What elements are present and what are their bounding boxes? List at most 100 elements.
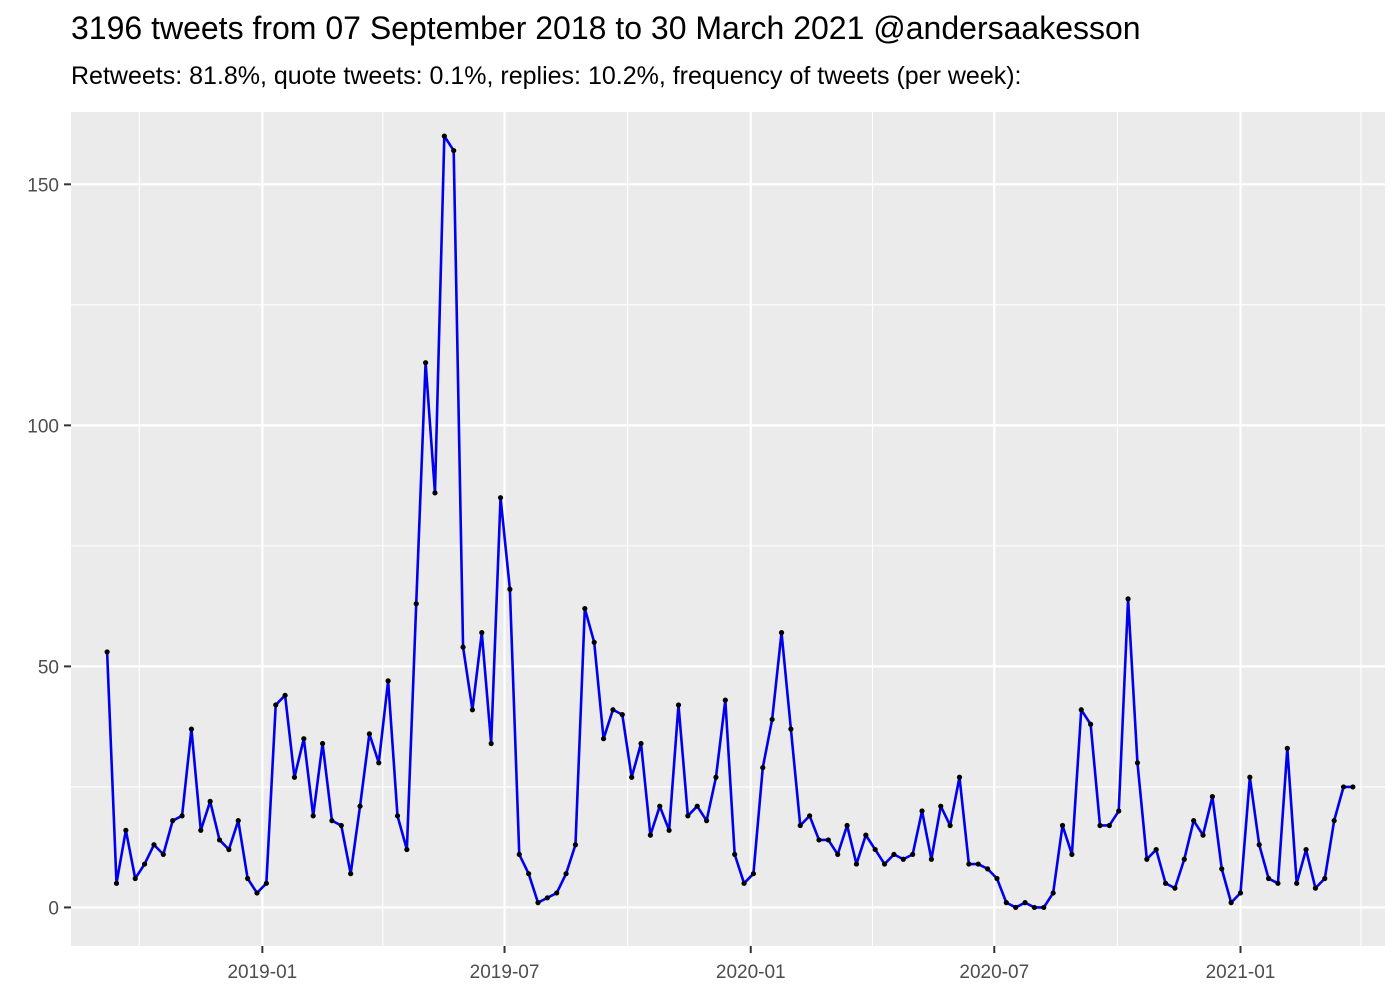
data-point: [385, 678, 391, 684]
data-point: [1265, 875, 1272, 882]
data-point: [1059, 822, 1066, 829]
data-point: [357, 803, 363, 809]
data-point: [741, 880, 747, 886]
data-point: [497, 495, 504, 501]
data-point: [1340, 784, 1347, 790]
data-point: [666, 827, 672, 833]
data-point: [413, 601, 419, 607]
y-tick-label: 0: [48, 898, 59, 919]
data-point: [1237, 890, 1244, 896]
data-point: [1228, 900, 1234, 906]
data-point: [329, 818, 335, 824]
data-point: [835, 851, 841, 858]
data-point: [900, 856, 906, 862]
data-point: [600, 736, 607, 742]
axis-ticks: [64, 183, 1242, 953]
data-point: [451, 147, 457, 154]
data-point: [1172, 885, 1178, 891]
data-point: [694, 803, 700, 809]
data-point: [226, 846, 232, 853]
x-tick-label: 2020-07: [959, 962, 1029, 983]
data-point: [994, 875, 1000, 882]
plot-panel: [71, 112, 1385, 946]
axis-tick-labels: 0 50 100 150 2019-01 2019-07 2020-01 2020-07 202…: [27, 175, 1275, 983]
data-point: [1275, 880, 1281, 886]
data-point: [1200, 832, 1206, 838]
data-point: [1153, 846, 1159, 853]
data-point: [788, 726, 794, 732]
data-point: [366, 731, 372, 737]
data-point: [1088, 721, 1094, 727]
data-point: [938, 803, 944, 809]
data-point: [488, 740, 494, 747]
data-point: [675, 702, 682, 708]
data-point: [216, 837, 223, 843]
data-point: [1162, 880, 1169, 886]
data-point: [1144, 856, 1150, 862]
data-point: [1247, 774, 1253, 780]
series-line: [105, 134, 1353, 909]
chart-title: 3196 tweets from 07 September 2018 to 30…: [71, 10, 1141, 46]
data-point: [638, 740, 644, 747]
data-point: [141, 861, 148, 867]
data-point: [544, 895, 550, 901]
data-point: [760, 765, 766, 771]
data-point: [394, 813, 401, 819]
data-point: [273, 702, 279, 708]
data-point: [291, 774, 298, 780]
data-point: [647, 832, 653, 838]
data-point: [947, 822, 953, 829]
data-point: [123, 827, 129, 833]
data-point: [582, 605, 588, 612]
data-point: [301, 736, 307, 742]
y-tick-label: 100: [27, 416, 59, 437]
data-point: [1209, 793, 1215, 800]
data-point: [1181, 856, 1187, 862]
data-point: [966, 861, 972, 867]
data-point: [151, 842, 157, 848]
data-point: [610, 707, 616, 713]
data-point: [422, 360, 429, 366]
data-point: [825, 837, 831, 843]
data-point: [853, 861, 860, 867]
data-point: [685, 813, 691, 819]
data-point: [338, 822, 344, 829]
data-point: [516, 851, 522, 858]
series-group: [104, 133, 1356, 911]
data-point: [245, 875, 251, 882]
data-point: [469, 707, 476, 713]
y-tick-label: 50: [38, 657, 59, 678]
data-point: [872, 846, 878, 853]
major-gridlines: [71, 112, 1385, 946]
data-point: [1097, 822, 1103, 829]
y-tick-label: 150: [27, 175, 59, 196]
data-point: [432, 490, 438, 496]
data-point: [460, 644, 466, 650]
data-point: [928, 856, 934, 862]
data-point: [881, 861, 888, 867]
data-point: [404, 846, 410, 853]
data-point: [769, 716, 775, 723]
data-point: [1116, 808, 1122, 814]
data-point: [507, 586, 513, 592]
data-point: [188, 726, 195, 732]
x-tick-label: 2021-01: [1206, 962, 1276, 983]
data-point: [376, 760, 382, 766]
data-point: [554, 890, 560, 896]
data-point: [104, 649, 110, 655]
data-point: [619, 712, 625, 718]
data-point: [1125, 596, 1131, 602]
data-point: [160, 851, 166, 858]
data-point: [591, 639, 597, 645]
data-point: [479, 630, 485, 636]
data-point: [563, 871, 569, 877]
data-point: [1303, 846, 1309, 853]
data-point: [1219, 866, 1225, 872]
data-point: [844, 822, 850, 829]
data-point: [1350, 784, 1356, 790]
data-point: [1050, 890, 1056, 896]
data-point: [535, 900, 541, 906]
data-point: [1191, 818, 1197, 824]
data-point: [1106, 822, 1112, 829]
